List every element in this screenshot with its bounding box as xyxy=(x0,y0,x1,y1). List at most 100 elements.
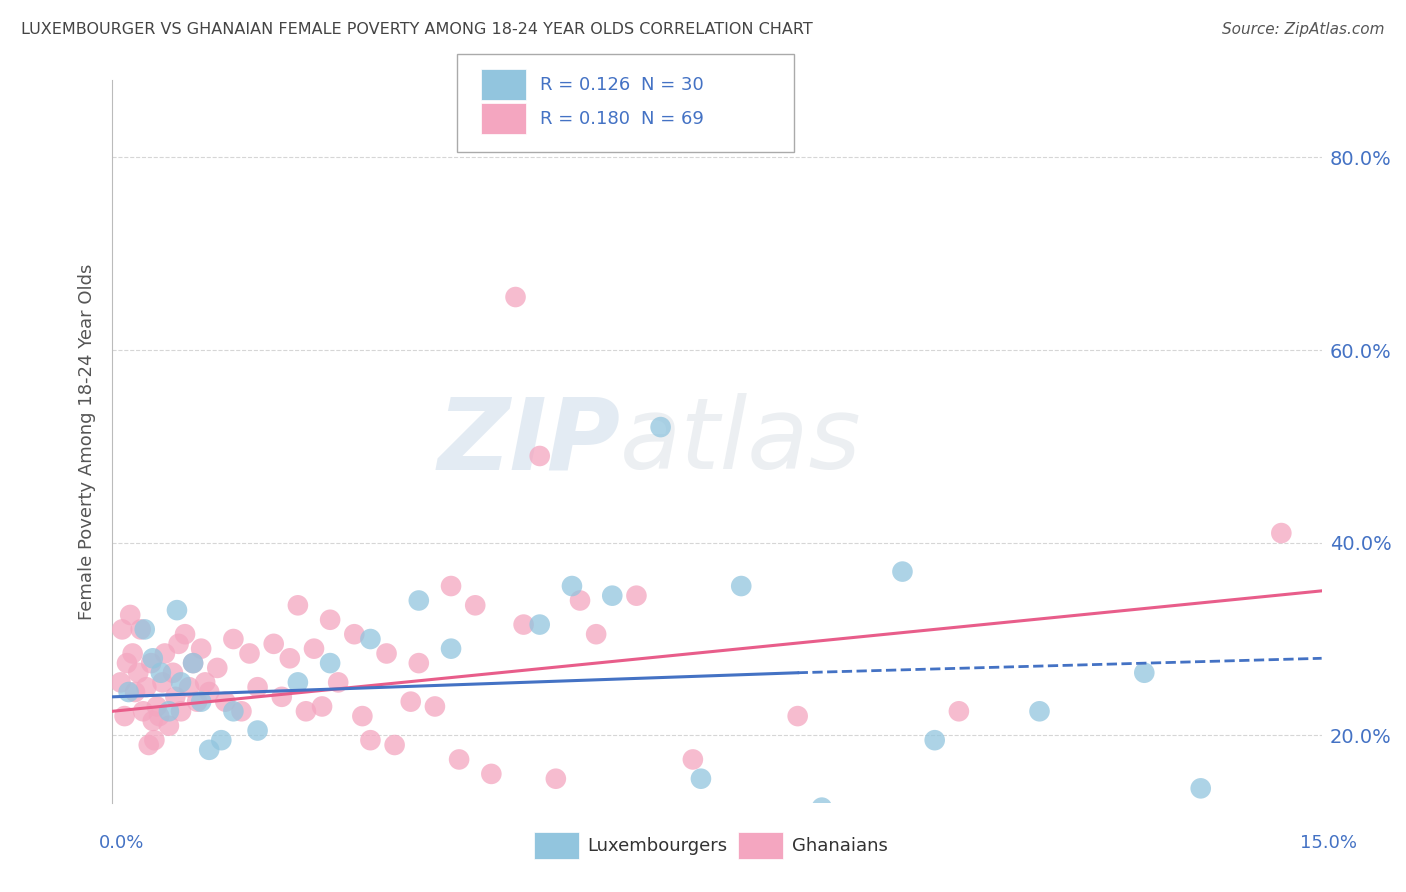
Text: 15.0%: 15.0% xyxy=(1299,834,1357,852)
Point xyxy=(190,641,212,656)
Point xyxy=(1189,781,1212,796)
Point xyxy=(120,607,142,622)
Point xyxy=(302,641,325,656)
Point xyxy=(626,589,648,603)
Point xyxy=(148,709,170,723)
Point xyxy=(287,675,309,690)
Point xyxy=(198,685,221,699)
Point xyxy=(209,733,232,747)
Point xyxy=(146,699,169,714)
Point xyxy=(214,695,236,709)
Text: Ghanaians: Ghanaians xyxy=(792,837,887,855)
Point xyxy=(153,647,176,661)
Point xyxy=(186,695,208,709)
Point xyxy=(544,772,567,786)
Point xyxy=(110,675,132,690)
Point xyxy=(167,637,190,651)
Point xyxy=(194,675,217,690)
Point xyxy=(585,627,607,641)
Point xyxy=(359,733,381,747)
Point xyxy=(124,685,146,699)
Point xyxy=(157,719,180,733)
Point xyxy=(440,579,463,593)
Point xyxy=(650,420,672,434)
Point xyxy=(440,641,463,656)
Point xyxy=(263,637,285,651)
Point xyxy=(162,665,184,680)
Point xyxy=(464,599,486,613)
Point xyxy=(948,704,970,718)
Point xyxy=(135,680,157,694)
Point xyxy=(311,699,333,714)
Point xyxy=(423,699,446,714)
Point xyxy=(505,290,527,304)
Point xyxy=(924,733,946,747)
Text: R = 0.180: R = 0.180 xyxy=(540,110,630,128)
Point xyxy=(222,704,245,718)
Point xyxy=(181,656,204,670)
Point xyxy=(384,738,406,752)
Point xyxy=(142,651,165,665)
Point xyxy=(529,617,551,632)
Point xyxy=(121,647,143,661)
Point xyxy=(143,733,166,747)
Point xyxy=(141,656,163,670)
Point xyxy=(246,680,269,694)
Point xyxy=(166,603,188,617)
Point xyxy=(359,632,381,646)
Point xyxy=(682,752,704,766)
Point xyxy=(408,593,430,607)
Point xyxy=(238,647,260,661)
Point xyxy=(600,589,623,603)
Point xyxy=(246,723,269,738)
Point xyxy=(152,675,174,690)
Text: 0.0%: 0.0% xyxy=(98,834,143,852)
Point xyxy=(1133,665,1156,680)
Point xyxy=(127,665,149,680)
Point xyxy=(319,613,342,627)
Point xyxy=(142,714,165,728)
Point xyxy=(149,665,172,680)
Point xyxy=(170,675,193,690)
Point xyxy=(375,647,398,661)
Point xyxy=(111,623,134,637)
Point xyxy=(786,709,808,723)
Point xyxy=(352,709,374,723)
Point xyxy=(157,704,180,718)
Point xyxy=(270,690,292,704)
Point xyxy=(891,565,914,579)
Point xyxy=(177,680,200,694)
Point xyxy=(1270,526,1292,541)
Point xyxy=(343,627,366,641)
Text: N = 30: N = 30 xyxy=(641,76,704,94)
Point xyxy=(295,704,318,718)
Point xyxy=(1028,704,1050,718)
Point xyxy=(278,651,301,665)
Text: ZIP: ZIP xyxy=(437,393,620,490)
Text: atlas: atlas xyxy=(620,393,862,490)
Point xyxy=(129,623,152,637)
Text: N = 69: N = 69 xyxy=(641,110,704,128)
Text: LUXEMBOURGER VS GHANAIAN FEMALE POVERTY AMONG 18-24 YEAR OLDS CORRELATION CHART: LUXEMBOURGER VS GHANAIAN FEMALE POVERTY … xyxy=(21,22,813,37)
Point xyxy=(287,599,309,613)
Point xyxy=(512,617,534,632)
Point xyxy=(561,579,583,593)
Point xyxy=(231,704,253,718)
Text: Source: ZipAtlas.com: Source: ZipAtlas.com xyxy=(1222,22,1385,37)
Point xyxy=(408,656,430,670)
Y-axis label: Female Poverty Among 18-24 Year Olds: Female Poverty Among 18-24 Year Olds xyxy=(77,263,96,620)
Point xyxy=(328,675,350,690)
Point xyxy=(134,623,156,637)
Point xyxy=(730,579,752,593)
Point xyxy=(449,752,471,766)
Point xyxy=(399,695,422,709)
Point xyxy=(479,767,502,781)
Point xyxy=(181,656,204,670)
Point xyxy=(115,656,138,670)
Point xyxy=(190,695,212,709)
Point xyxy=(690,772,713,786)
Point xyxy=(198,743,221,757)
Point xyxy=(114,709,136,723)
Point xyxy=(165,690,187,704)
Point xyxy=(170,704,193,718)
